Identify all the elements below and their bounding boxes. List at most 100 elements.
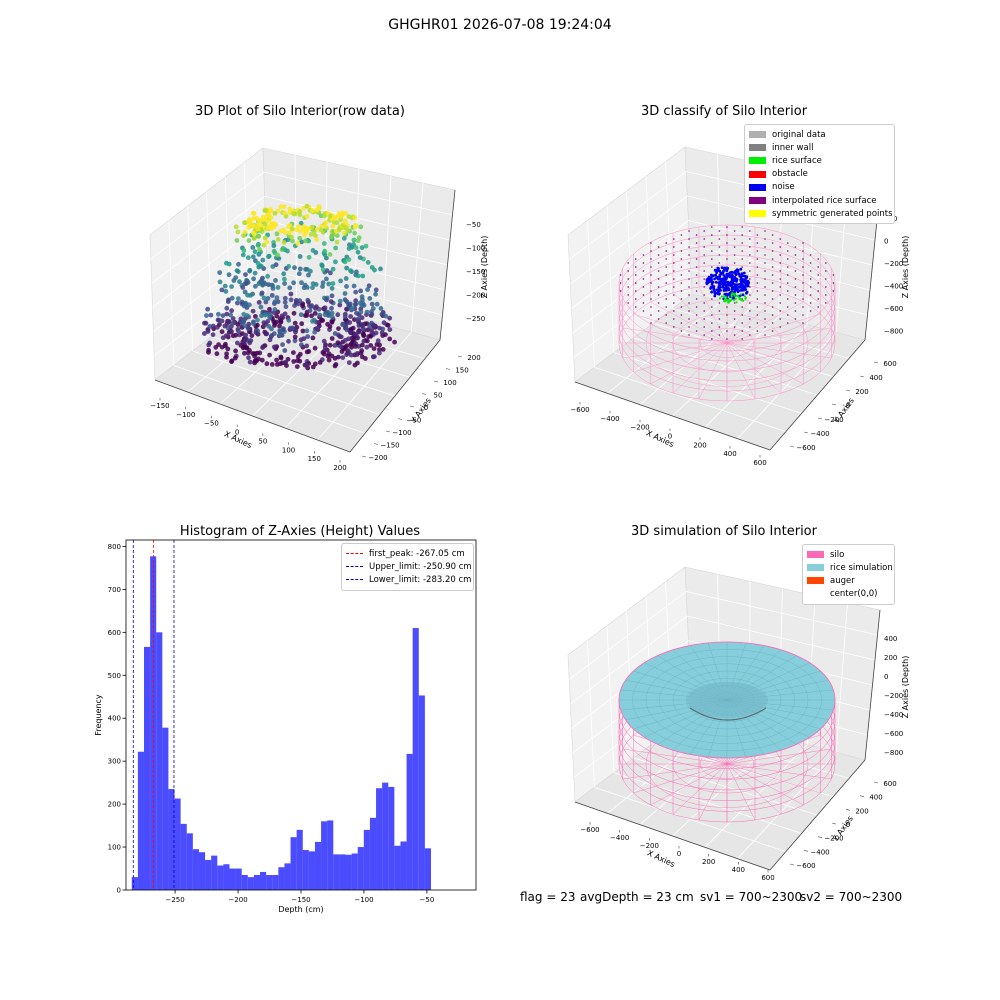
y-axis-line bbox=[769, 759, 866, 871]
tick-mark bbox=[859, 795, 865, 797]
histogram-bars bbox=[131, 556, 431, 890]
data-point bbox=[305, 297, 311, 303]
interpolated-point bbox=[779, 310, 781, 312]
histogram-bar bbox=[253, 874, 261, 890]
interpolated-point bbox=[695, 266, 698, 268]
x-tick-label: −100 bbox=[354, 896, 373, 904]
interpolated-point bbox=[809, 254, 812, 256]
data-point bbox=[299, 280, 304, 286]
grid-line bbox=[153, 244, 446, 332]
y-tick-label: −200 bbox=[368, 454, 387, 462]
noise-point bbox=[733, 283, 737, 286]
data-point bbox=[305, 226, 311, 232]
rice-surface-point bbox=[736, 294, 739, 297]
interpolated-point bbox=[688, 310, 690, 312]
data-point bbox=[346, 349, 352, 355]
data-point bbox=[275, 285, 281, 290]
data-point bbox=[243, 332, 249, 338]
data-point bbox=[338, 334, 344, 340]
interpolated-point bbox=[756, 306, 759, 308]
z-tick-label: 400 bbox=[884, 635, 897, 643]
interpolated-point bbox=[718, 238, 721, 240]
data-point bbox=[328, 270, 333, 276]
data-point bbox=[277, 332, 283, 338]
data-point bbox=[317, 360, 323, 365]
data-point bbox=[296, 271, 302, 277]
histogram-bar bbox=[314, 841, 322, 890]
legend-label: auger bbox=[830, 575, 855, 586]
data-point bbox=[281, 204, 287, 210]
figure-title: GHGHR01 2026-07-08 19:24:04 bbox=[388, 17, 612, 33]
data-point bbox=[274, 313, 280, 319]
interpolated-point bbox=[703, 294, 705, 296]
data-point bbox=[259, 357, 265, 363]
data-point bbox=[229, 308, 235, 314]
simulation-legend: silo rice simulation auger center(0,0) bbox=[802, 544, 895, 605]
data-point bbox=[255, 226, 261, 232]
data-point bbox=[271, 344, 277, 350]
data-point bbox=[330, 281, 336, 286]
interpolated-point bbox=[718, 334, 721, 336]
histogram-chart: −250 −200 −150 −100 −50 0 100 200 300 400 500 600 70… bbox=[94, 539, 477, 914]
data-point bbox=[369, 330, 375, 335]
interpolated-point bbox=[711, 306, 713, 308]
data-point bbox=[292, 338, 298, 344]
data-point bbox=[313, 233, 318, 239]
data-point bbox=[286, 264, 292, 269]
interpolated-point bbox=[657, 246, 660, 248]
data-point bbox=[320, 318, 325, 323]
data-point bbox=[253, 283, 258, 289]
rice-surface-point bbox=[734, 297, 737, 300]
tick-mark bbox=[789, 445, 795, 448]
data-point bbox=[346, 246, 352, 251]
y-tick-label: −400 bbox=[810, 430, 829, 438]
simulation-3d-plot: −600−400−2000200400600−600−400−200020040… bbox=[567, 566, 910, 880]
y-tick-label: 200 bbox=[467, 354, 480, 362]
interpolated-point bbox=[703, 334, 705, 336]
data-point bbox=[310, 281, 316, 286]
data-point bbox=[244, 281, 249, 286]
data-point bbox=[329, 293, 335, 299]
data-point bbox=[247, 302, 252, 308]
rice-surface-point bbox=[735, 301, 738, 304]
data-point bbox=[278, 361, 283, 367]
interpolated-point bbox=[787, 250, 789, 252]
data-point bbox=[251, 216, 256, 221]
data-point bbox=[251, 236, 257, 241]
data-point bbox=[250, 308, 256, 314]
interpolated-point bbox=[650, 274, 652, 276]
data-point bbox=[286, 317, 292, 323]
data-point bbox=[260, 275, 265, 281]
interpolated-point bbox=[756, 314, 759, 316]
data-point bbox=[355, 273, 361, 279]
data-point bbox=[377, 342, 382, 348]
data-point bbox=[324, 255, 329, 261]
interpolated-point bbox=[688, 286, 690, 288]
data-point bbox=[352, 331, 358, 337]
noise-point bbox=[713, 294, 717, 298]
x-axis-label: X Axies bbox=[645, 428, 676, 449]
data-point bbox=[207, 324, 213, 329]
data-point bbox=[344, 343, 350, 349]
data-point bbox=[312, 311, 318, 316]
interpolated-point bbox=[764, 302, 766, 304]
data-point bbox=[351, 237, 357, 243]
y-tick-label: −600 bbox=[796, 862, 815, 870]
interpolated-point bbox=[650, 314, 652, 316]
interpolated-point bbox=[749, 262, 751, 264]
interpolated-point bbox=[703, 326, 705, 328]
data-point bbox=[205, 329, 211, 334]
interpolated-point bbox=[688, 254, 690, 256]
legend-label: rice simulation bbox=[830, 562, 893, 573]
noise-point bbox=[726, 266, 730, 270]
y-tick-label: 50 bbox=[434, 392, 443, 400]
interpolated-point bbox=[695, 282, 698, 284]
interpolated-point bbox=[726, 322, 728, 324]
data-point bbox=[358, 224, 364, 230]
data-point bbox=[338, 217, 343, 223]
noise-point bbox=[739, 289, 743, 292]
interpolated-point bbox=[688, 294, 690, 296]
data-point bbox=[373, 287, 379, 293]
data-point bbox=[326, 357, 332, 363]
tick-mark bbox=[457, 355, 463, 358]
